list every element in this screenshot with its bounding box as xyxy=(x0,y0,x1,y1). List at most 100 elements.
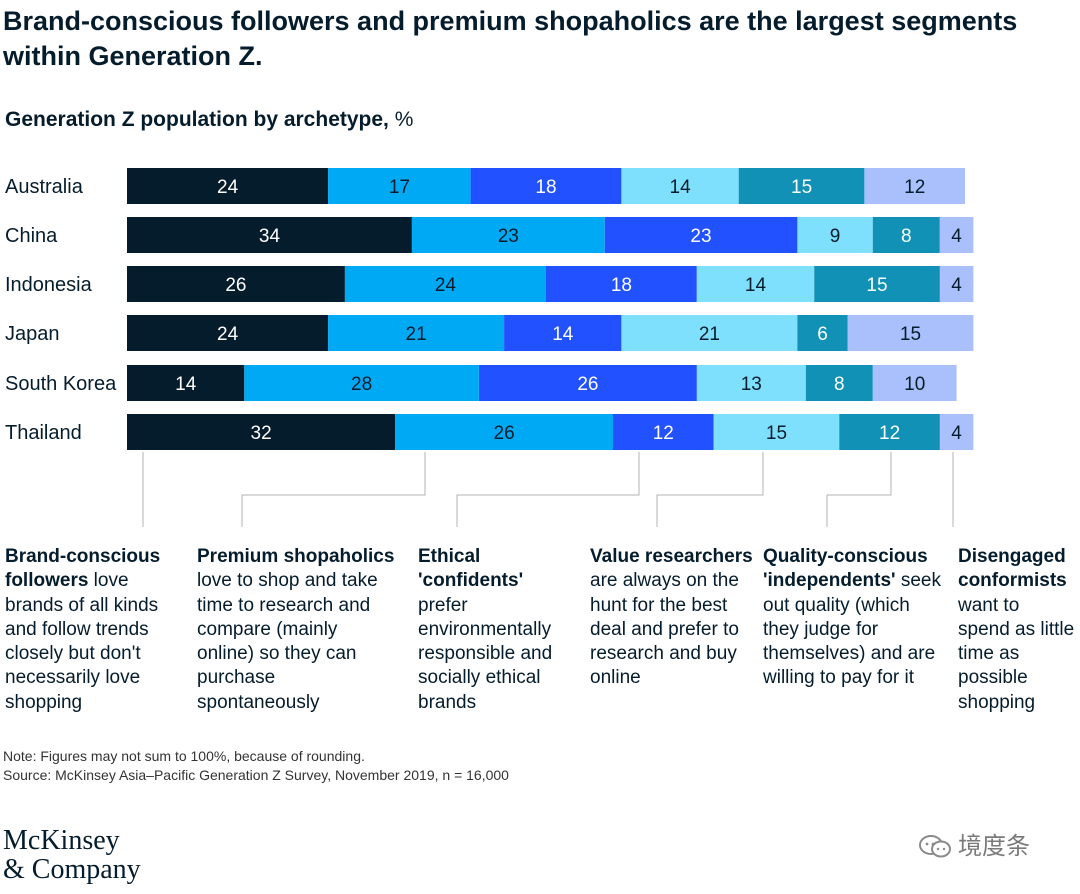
data-label-south-korea-4: 13 xyxy=(741,374,762,395)
archetype-name-3: Ethical 'confidents' xyxy=(418,546,524,592)
leader-line-3 xyxy=(456,452,640,527)
bar-segment-indonesia-4 xyxy=(696,266,815,302)
data-label-australia-1: 24 xyxy=(217,177,239,198)
data-label-australia-2: 17 xyxy=(389,177,410,198)
bar-segment-china-2 xyxy=(411,217,605,253)
bar-segment-china-1 xyxy=(127,217,412,253)
data-label-indonesia-3: 18 xyxy=(611,275,632,296)
data-label-china-3: 23 xyxy=(690,226,711,247)
subtitle-text: Generation Z population by archetype, xyxy=(5,108,389,131)
chat-bubbles-icon xyxy=(918,833,952,861)
data-label-indonesia-5: 15 xyxy=(866,275,887,296)
bar-segment-indonesia-5 xyxy=(814,266,940,302)
archetype-name-5: Quality-conscious 'independents' xyxy=(763,546,928,592)
archetype-text-3: prefer environmentally responsible and s… xyxy=(418,594,553,713)
logo-line-2: & Company xyxy=(3,854,141,885)
subtitle-unit: % xyxy=(394,108,414,131)
bar-segment-south-korea-1 xyxy=(127,365,245,401)
leader-line-2 xyxy=(241,452,426,527)
bar-segment-japan-3 xyxy=(504,315,622,351)
data-label-japan-5: 6 xyxy=(817,324,828,345)
data-label-thailand-2: 26 xyxy=(494,423,515,444)
category-label-indonesia: Indonesia xyxy=(5,274,93,296)
data-label-japan-2: 21 xyxy=(406,324,427,345)
archetype-text-1: love brands of all kinds and follow tren… xyxy=(5,570,159,713)
archetype-text-5: seek out quality (which they judge for t… xyxy=(763,570,941,689)
category-label-australia: Australia xyxy=(5,176,84,198)
archetype-description-1: Brand-conscious followers love brands of… xyxy=(5,545,180,715)
leader-line-4 xyxy=(656,452,764,527)
bar-segment-china-4 xyxy=(797,217,873,253)
data-label-south-korea-2: 28 xyxy=(351,374,372,395)
archetype-text-4: are always on the hunt for the best deal… xyxy=(590,570,739,689)
bar-segment-australia-5 xyxy=(738,168,865,204)
archetype-name-6: Disengaged conformists xyxy=(958,546,1067,592)
data-label-australia-6: 12 xyxy=(904,177,925,198)
bar-segment-thailand-5 xyxy=(839,414,940,450)
data-label-indonesia-2: 24 xyxy=(435,275,457,296)
bar-segment-indonesia-2 xyxy=(344,266,546,302)
bar-segment-south-korea-2 xyxy=(244,365,479,401)
data-label-japan-6: 15 xyxy=(900,324,921,345)
data-label-japan-1: 24 xyxy=(217,324,239,345)
bar-segment-china-3 xyxy=(604,217,798,253)
archetype-name-1: Brand-conscious followers xyxy=(5,546,161,592)
bar-segment-australia-3 xyxy=(470,168,622,204)
bar-segment-south-korea-6 xyxy=(872,365,957,401)
bar-segment-south-korea-4 xyxy=(696,365,806,401)
bar-segment-thailand-2 xyxy=(395,414,614,450)
data-label-thailand-4: 15 xyxy=(766,423,787,444)
data-label-indonesia-1: 26 xyxy=(225,275,246,296)
archetype-description-4: Value researchers are always on the hunt… xyxy=(590,545,755,691)
watermark: 境度条 xyxy=(918,829,1030,865)
archetype-name-4: Value researchers xyxy=(590,546,753,567)
bar-segment-japan-1 xyxy=(127,315,329,351)
bar-segment-south-korea-5 xyxy=(805,365,873,401)
bar-segment-china-6 xyxy=(939,217,974,253)
bar-segment-indonesia-6 xyxy=(939,266,974,302)
data-label-australia-4: 14 xyxy=(670,177,692,198)
data-label-south-korea-6: 10 xyxy=(904,374,925,395)
data-label-south-korea-5: 8 xyxy=(834,374,845,395)
watermark-text: 境度条 xyxy=(958,833,1030,860)
bar-segment-australia-1 xyxy=(127,168,329,204)
data-label-south-korea-1: 14 xyxy=(175,374,197,395)
archetype-name-2: Premium shopaholics xyxy=(197,546,395,567)
category-label-china: China xyxy=(5,225,58,247)
category-label-south-korea: South Korea xyxy=(5,373,117,395)
bar-segment-japan-2 xyxy=(328,315,505,351)
chart-title: Brand-conscious followers and premium sh… xyxy=(3,6,1018,71)
data-label-indonesia-4: 14 xyxy=(745,275,767,296)
bar-segment-indonesia-3 xyxy=(546,266,697,302)
data-label-thailand-1: 32 xyxy=(251,423,272,444)
data-label-indonesia-6: 4 xyxy=(951,275,962,296)
bar-segment-australia-6 xyxy=(864,168,965,204)
data-label-china-2: 23 xyxy=(498,226,519,247)
bar-segment-indonesia-1 xyxy=(127,266,345,302)
data-label-thailand-3: 12 xyxy=(653,423,674,444)
bar-segment-china-5 xyxy=(872,217,940,253)
footnotes: Note: Figures may not sum to 100%, becau… xyxy=(3,747,509,785)
bar-segment-australia-4 xyxy=(621,168,739,204)
data-label-thailand-5: 12 xyxy=(879,423,900,444)
bar-segment-thailand-4 xyxy=(713,414,840,450)
source-text: Source: McKinsey Asia–Pacific Generation… xyxy=(3,767,509,783)
bar-segment-japan-4 xyxy=(621,315,798,351)
archetype-text-6: want to spend as little time as possible… xyxy=(958,594,1075,713)
data-label-australia-3: 18 xyxy=(535,177,556,198)
data-label-thailand-6: 4 xyxy=(951,423,962,444)
data-label-china-4: 9 xyxy=(830,226,841,247)
archetype-description-2: Premium shopaholics love to shop and tak… xyxy=(197,545,397,715)
bar-segment-japan-5 xyxy=(797,315,848,351)
stacked-bar-chart: Australia 24 17 18 14 15 12 China 34 23 23 9 8 4 Indon… xyxy=(5,168,974,527)
bar-segment-thailand-3 xyxy=(613,414,714,450)
bar-segment-south-korea-3 xyxy=(479,365,697,401)
chart-subtitle: Generation Z population by archetype, % xyxy=(5,106,413,134)
archetype-description-3: Ethical 'confidents' prefer environmenta… xyxy=(418,545,553,715)
category-label-japan: Japan xyxy=(5,323,60,345)
bar-segment-australia-2 xyxy=(328,168,471,204)
data-label-china-6: 4 xyxy=(951,226,962,247)
data-label-china-5: 8 xyxy=(901,226,912,247)
mckinsey-logo: McKinsey & Company xyxy=(3,826,141,884)
logo-line-1: McKinsey xyxy=(3,825,120,856)
